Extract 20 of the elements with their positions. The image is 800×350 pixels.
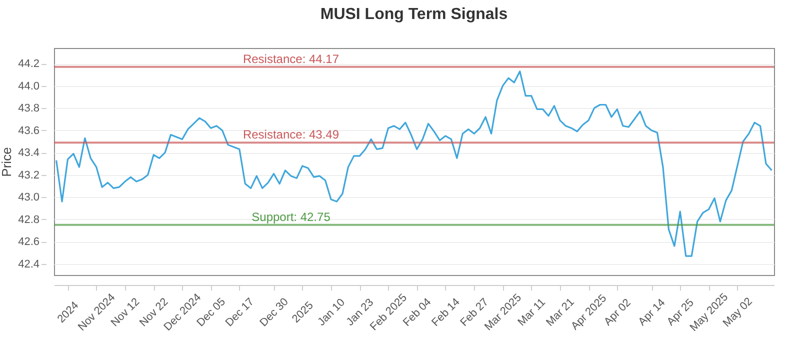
x-tick-label: Apr 14 bbox=[636, 296, 668, 328]
y-tick-label: 43.4 bbox=[18, 147, 40, 160]
y-tick-label: 43.2 bbox=[18, 169, 40, 182]
ref-line-label: Resistance: 43.49 bbox=[242, 128, 340, 142]
y-tick-label: 44.0 bbox=[18, 80, 40, 92]
y-tick-label: 42.8 bbox=[18, 214, 40, 226]
x-tick-label: Dec 17 bbox=[223, 296, 257, 330]
line-series bbox=[55, 70, 773, 257]
x-tick-label: Jan 10 bbox=[316, 296, 348, 328]
x-tick-label: Dec 30 bbox=[258, 296, 291, 330]
chart-title: MUSI Long Term Signals bbox=[320, 6, 508, 23]
y-tick-label: 43.0 bbox=[18, 192, 40, 204]
y-tick-label: 42.4 bbox=[18, 258, 40, 270]
y-tick-label: 42.6 bbox=[18, 236, 40, 248]
ref-line-label: Resistance: 44.17 bbox=[242, 52, 340, 66]
y-tick-label: 44.2 bbox=[18, 58, 40, 70]
y-axis-title: Price bbox=[0, 147, 14, 177]
y-tick-label: 43.6 bbox=[18, 124, 40, 137]
y-tick-label: 43.8 bbox=[18, 102, 40, 115]
ref-line-label: Support: 42.75 bbox=[252, 210, 331, 224]
